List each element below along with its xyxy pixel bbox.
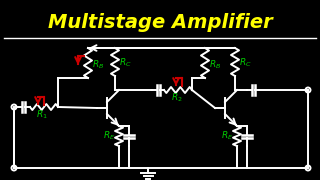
Text: $R_B$: $R_B$ <box>209 59 221 71</box>
Text: Multistage Amplifier: Multistage Amplifier <box>48 12 272 32</box>
Text: $R_C$: $R_C$ <box>119 57 132 69</box>
Text: $R_C$: $R_C$ <box>239 57 252 69</box>
Text: $R_1$: $R_1$ <box>36 109 48 121</box>
Text: $R_E$: $R_E$ <box>221 130 233 142</box>
Text: $R_2$: $R_2$ <box>171 92 183 104</box>
Text: $R_B$: $R_B$ <box>92 59 104 71</box>
Text: $R_E$: $R_E$ <box>103 130 115 142</box>
